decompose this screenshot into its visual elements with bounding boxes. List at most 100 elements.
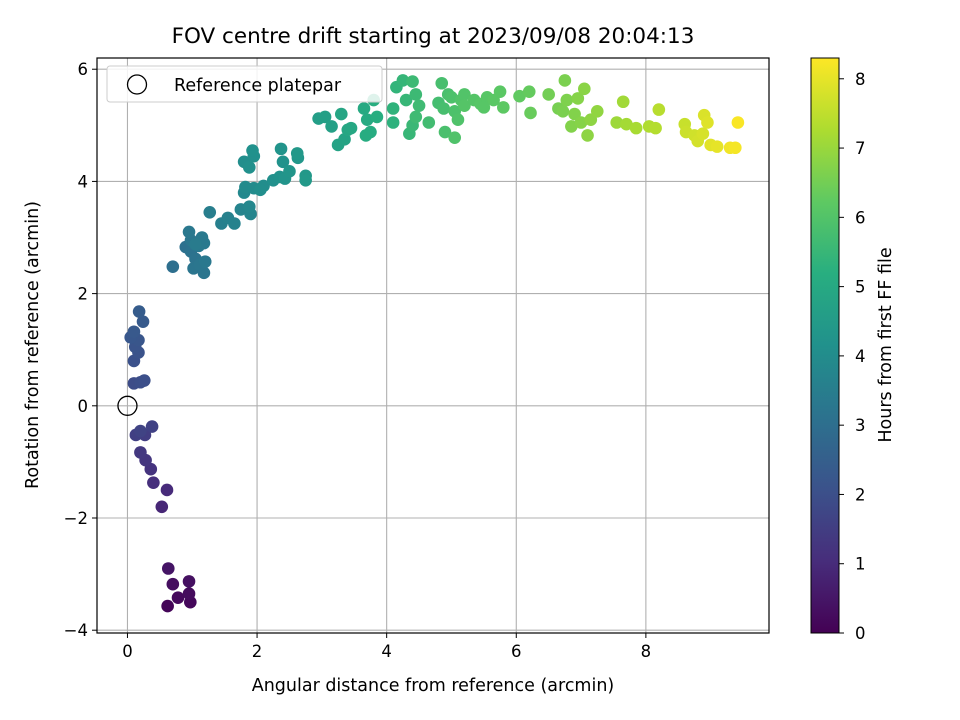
data-point bbox=[283, 165, 296, 178]
legend-marker-icon bbox=[126, 74, 148, 95]
data-point bbox=[325, 120, 338, 133]
colorbar-gradient bbox=[810, 57, 840, 634]
data-point bbox=[134, 446, 147, 459]
data-point bbox=[729, 141, 742, 155]
data-points bbox=[124, 74, 745, 613]
data-point bbox=[542, 88, 555, 101]
data-point bbox=[620, 117, 633, 131]
x-tick-label: 6 bbox=[511, 642, 522, 661]
data-point bbox=[616, 95, 630, 109]
data-point bbox=[166, 577, 180, 591]
data-point bbox=[435, 76, 449, 90]
data-point bbox=[731, 116, 745, 129]
data-point bbox=[399, 93, 413, 107]
data-point bbox=[556, 104, 570, 118]
data-point bbox=[412, 99, 426, 112]
data-point bbox=[189, 237, 202, 251]
data-point bbox=[276, 155, 290, 169]
data-point bbox=[571, 92, 585, 105]
colorbar-tick-label: 8 bbox=[855, 70, 866, 89]
data-point bbox=[422, 116, 436, 129]
chart-title: FOV centre drift starting at 2023/09/08 … bbox=[172, 24, 695, 49]
data-point bbox=[396, 74, 410, 87]
data-point bbox=[290, 147, 304, 160]
data-point bbox=[161, 599, 174, 613]
data-point bbox=[629, 121, 643, 135]
data-point bbox=[166, 260, 180, 273]
data-point bbox=[254, 183, 267, 197]
data-point bbox=[513, 89, 526, 103]
data-point bbox=[318, 110, 332, 124]
y-tick-label: 2 bbox=[78, 285, 89, 304]
x-tick-label: 0 bbox=[122, 642, 133, 661]
data-point bbox=[357, 102, 371, 115]
y-axis-label: Rotation from reference (arcmin) bbox=[23, 201, 43, 489]
data-point bbox=[437, 102, 450, 115]
data-point bbox=[246, 144, 259, 157]
data-point bbox=[696, 127, 710, 141]
colorbar: 0 1 2 3 4 5 6 7 8 Hours from first FF file bbox=[810, 57, 896, 643]
x-axis-label: Angular distance from reference (arcmin) bbox=[252, 676, 615, 696]
data-point bbox=[578, 82, 591, 96]
data-point bbox=[127, 325, 141, 339]
data-point bbox=[299, 173, 312, 187]
grid bbox=[97, 58, 769, 633]
y-tick-label: −2 bbox=[64, 509, 88, 528]
data-point bbox=[182, 575, 196, 588]
colorbar-tick-label: 3 bbox=[855, 416, 866, 435]
colorbar-tick-label: 7 bbox=[855, 139, 866, 158]
data-point bbox=[155, 500, 169, 514]
data-point bbox=[409, 88, 423, 101]
data-point bbox=[710, 140, 724, 153]
plot-frame bbox=[96, 57, 770, 634]
x-tick-label: 2 bbox=[252, 642, 263, 661]
data-point bbox=[228, 217, 241, 230]
y-tick-label: −4 bbox=[64, 621, 88, 640]
data-point bbox=[198, 255, 212, 268]
reference-point bbox=[117, 395, 138, 416]
x-axis-ticks: 0 2 4 6 8 bbox=[122, 633, 651, 661]
colorbar-label: Hours from first FF file bbox=[876, 247, 896, 442]
data-point bbox=[274, 142, 288, 156]
data-point bbox=[649, 121, 662, 135]
data-point bbox=[458, 99, 471, 112]
colorbar-tick-label: 2 bbox=[855, 485, 866, 504]
data-point bbox=[493, 85, 507, 98]
data-point bbox=[132, 305, 146, 318]
data-point bbox=[409, 110, 423, 124]
data-point bbox=[203, 205, 217, 219]
data-point bbox=[652, 103, 666, 116]
data-point bbox=[359, 129, 373, 142]
data-point bbox=[182, 225, 196, 239]
data-point bbox=[136, 315, 150, 328]
data-point bbox=[574, 116, 588, 129]
data-point bbox=[182, 587, 196, 601]
colorbar-tick-label: 4 bbox=[855, 347, 866, 366]
data-point bbox=[701, 116, 714, 129]
colorbar-tick-label: 5 bbox=[855, 278, 866, 297]
data-point bbox=[448, 131, 462, 144]
data-point bbox=[171, 591, 185, 604]
data-point bbox=[370, 110, 384, 124]
y-tick-label: 4 bbox=[78, 172, 89, 191]
data-point bbox=[242, 161, 256, 174]
colorbar-tick-label: 6 bbox=[855, 208, 866, 227]
data-point bbox=[590, 104, 604, 118]
y-tick-label: 0 bbox=[78, 397, 89, 416]
legend-label: Reference platepar bbox=[174, 76, 342, 96]
data-point bbox=[335, 107, 348, 121]
data-point bbox=[610, 116, 624, 129]
data-point bbox=[477, 101, 491, 114]
data-point bbox=[161, 562, 175, 575]
data-point bbox=[344, 121, 358, 135]
data-point bbox=[242, 200, 256, 213]
data-point bbox=[134, 424, 147, 438]
data-point bbox=[138, 374, 151, 387]
data-point bbox=[565, 120, 578, 133]
data-point bbox=[458, 88, 471, 101]
x-tick-label: 4 bbox=[381, 642, 392, 661]
y-axis-ticks: −4 −2 0 2 4 6 bbox=[64, 60, 97, 640]
reference-marker bbox=[117, 395, 138, 416]
data-point bbox=[522, 85, 536, 98]
